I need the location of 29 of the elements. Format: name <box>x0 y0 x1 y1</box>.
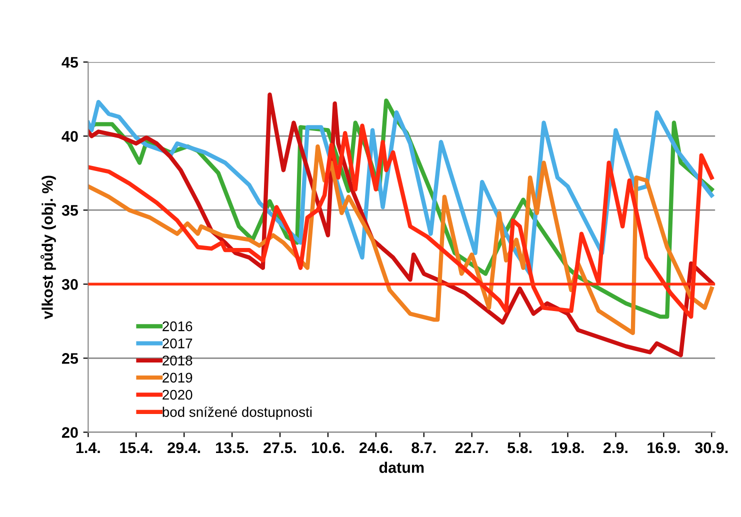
y-tick-label: 25 <box>62 353 78 364</box>
x-tick-label: 22.7. <box>455 442 488 454</box>
x-tick-label: 29.4. <box>168 442 200 454</box>
x-tick-label: 1.4. <box>76 442 100 454</box>
x-tick-label: 15.4. <box>120 442 152 454</box>
y-tick-label: 30 <box>62 279 78 290</box>
x-tick-label: 19.8. <box>552 442 584 454</box>
x-tick-label: 13.5. <box>216 442 248 454</box>
x-tick-label: 10.6. <box>312 442 344 454</box>
y-tick-label: 35 <box>62 204 78 216</box>
x-tick-label: 2.9. <box>604 442 628 454</box>
legend-label: bod snížené dostupnosti <box>162 406 312 420</box>
legend-label: 2017 <box>162 338 192 348</box>
legend-label: 2018 <box>162 356 192 366</box>
x-axis-title: datum <box>379 462 424 473</box>
legend-label: 2019 <box>162 372 192 383</box>
x-tick-label: 5.8. <box>508 442 532 454</box>
x-tick-label: 27.5. <box>264 442 296 454</box>
x-tick-label: 16.9. <box>648 442 680 454</box>
y-axis-title: vlkost půdy (obj. %) <box>40 176 56 320</box>
y-tick-label: 40 <box>62 130 78 142</box>
x-tick-label: 24.6. <box>359 442 392 454</box>
legend-label: 2020 <box>162 390 192 400</box>
x-tick-label: 8.7. <box>412 442 436 454</box>
line-series <box>88 144 714 336</box>
y-tick-label: 45 <box>62 57 78 68</box>
x-tick-label: 30.9. <box>695 442 728 454</box>
y-tick-label: 20 <box>62 427 78 438</box>
legend-label: 2016 <box>162 321 192 332</box>
